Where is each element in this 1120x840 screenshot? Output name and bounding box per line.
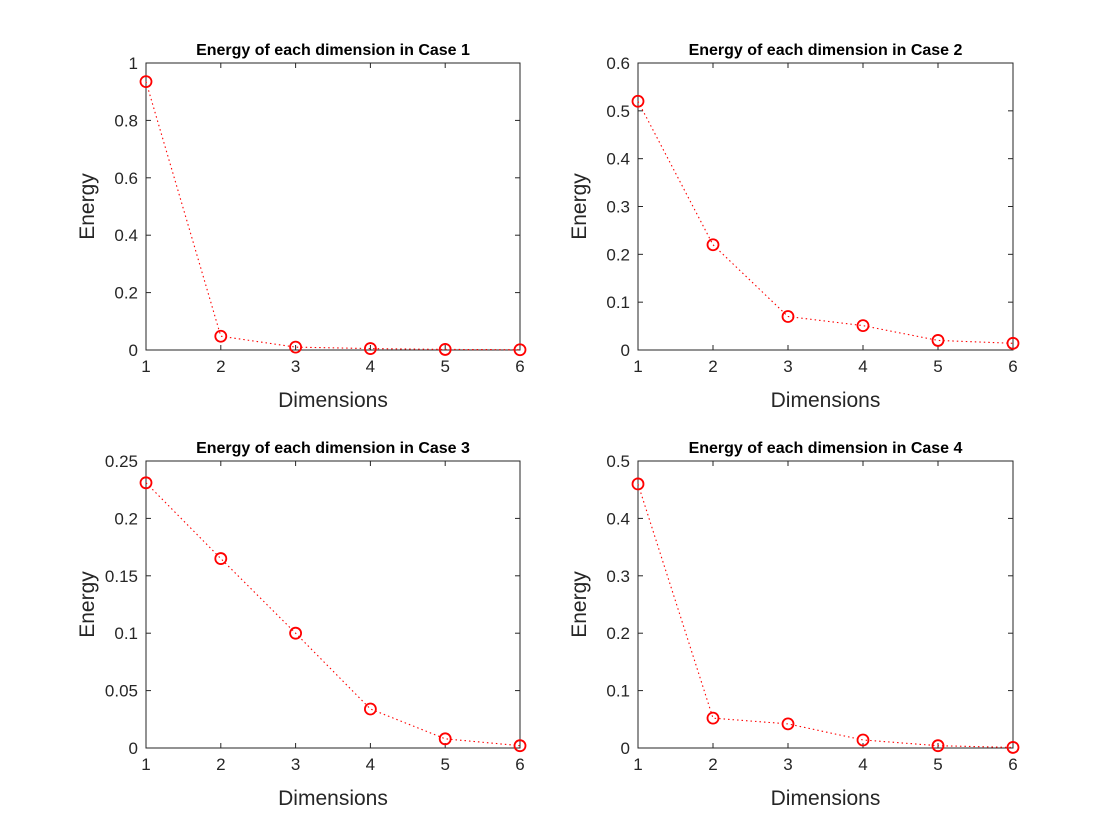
- y-axis-label: Energy: [76, 173, 99, 240]
- x-tick-label: 4: [366, 357, 375, 376]
- y-axis-label: Energy: [568, 173, 591, 240]
- chart-title: Energy of each dimension in Case 3: [196, 440, 470, 457]
- subplot-case-3: 1 2 3 4 5 6 0 0.05 0.1 0.15 0.2 0.25 Energy of each …: [76, 440, 527, 810]
- data-point-marker: [706, 238, 720, 252]
- data-point-marker: [363, 702, 377, 716]
- x-tick-label: 5: [933, 357, 942, 376]
- x-axis-label: Dimensions: [771, 787, 881, 810]
- data-point-marker: [214, 329, 228, 343]
- data-point-marker: [139, 75, 153, 89]
- x-tick-label: 3: [291, 357, 300, 376]
- x-tick-label: 3: [783, 357, 792, 376]
- data-point-marker: [139, 476, 153, 490]
- y-tick-label: 0.15: [105, 567, 138, 586]
- series-line: [145, 482, 521, 747]
- data-point-marker: [1006, 741, 1020, 754]
- data-point-marker: [631, 94, 645, 108]
- data-point-marker: [513, 343, 527, 357]
- data-point-marker: [631, 477, 645, 491]
- x-tick-label: 5: [440, 357, 449, 376]
- series-line: [637, 483, 1014, 748]
- y-tick-label: 0.1: [606, 682, 630, 701]
- x-axis-label: Dimensions: [771, 389, 881, 412]
- x-tick-label: 4: [858, 357, 867, 376]
- y-axis-label: Energy: [76, 571, 99, 638]
- chart-title: Energy of each dimension in Case 4: [689, 440, 963, 457]
- x-tick-label: 3: [291, 755, 300, 774]
- y-tick-label: 0.4: [606, 509, 630, 528]
- y-tick-label: 0.2: [114, 284, 138, 303]
- y-tick-label: 0.3: [606, 198, 630, 217]
- data-point-marker: [931, 739, 945, 753]
- data-point-marker: [856, 319, 870, 333]
- data-point-marker: [289, 340, 303, 354]
- x-tick-label: 2: [216, 755, 225, 774]
- y-tick-label: 0.6: [606, 54, 630, 73]
- y-tick-label: 0.1: [114, 624, 138, 643]
- axes-box: [145, 460, 521, 749]
- x-tick-label: 1: [633, 755, 642, 774]
- x-tick-label: 6: [1008, 755, 1017, 774]
- y-axis-label: Energy: [568, 571, 591, 638]
- axes-box: [637, 460, 1014, 749]
- subplot-case-1: 1 2 3 4 5 6 0 0.2 0.4 0.6 0.8 1 Energy of each dimen…: [76, 42, 527, 412]
- axes-box: [637, 62, 1014, 351]
- data-point-marker: [781, 310, 795, 323]
- series-line: [145, 81, 521, 351]
- data-point-marker: [438, 732, 452, 746]
- y-tick-label: 0.1: [606, 293, 630, 312]
- y-tick-label: 0.3: [606, 567, 630, 586]
- y-tick-label: 0.2: [606, 245, 630, 264]
- series-line: [637, 101, 1014, 344]
- y-tick-label: 0.2: [114, 509, 138, 528]
- x-tick-label: 2: [216, 357, 225, 376]
- data-point-marker: [214, 552, 228, 565]
- y-tick-label: 0.2: [606, 624, 630, 643]
- y-tick-label: 0: [129, 739, 138, 758]
- y-tick-label: 0.5: [606, 452, 630, 471]
- data-point-marker: [781, 717, 795, 731]
- data-point-marker: [513, 739, 527, 753]
- x-tick-label: 1: [633, 357, 642, 376]
- x-tick-label: 2: [708, 357, 717, 376]
- x-tick-label: 5: [440, 755, 449, 774]
- y-tick-label: 0.25: [105, 452, 138, 471]
- y-tick-label: 0.4: [114, 226, 138, 245]
- subplot-case-2: 1 2 3 4 5 6 0 0.1 0.2 0.3 0.4 0.5 0.6 Energy of each …: [568, 42, 1020, 412]
- data-point-marker: [931, 334, 945, 347]
- x-tick-label: 1: [141, 357, 150, 376]
- data-point-marker: [289, 626, 303, 640]
- axes-box: [145, 62, 521, 351]
- x-axis-label: Dimensions: [278, 389, 388, 412]
- subplot-case-4: 1 2 3 4 5 6 0 0.1 0.2 0.3 0.4 0.5 Energy of each dim…: [568, 440, 1020, 810]
- y-tick-label: 0.5: [606, 102, 630, 121]
- y-tick-label: 0.4: [606, 150, 630, 169]
- x-tick-label: 6: [515, 357, 524, 376]
- data-point-marker: [1006, 336, 1020, 350]
- data-point-marker: [363, 342, 377, 355]
- x-tick-label: 3: [783, 755, 792, 774]
- y-tick-label: 0.8: [114, 111, 138, 130]
- x-tick-label: 4: [858, 755, 867, 774]
- data-point-marker: [438, 343, 452, 356]
- y-tick-label: 0: [621, 739, 630, 758]
- x-tick-label: 5: [933, 755, 942, 774]
- y-tick-label: 0: [621, 341, 630, 360]
- chart-title: Energy of each dimension in Case 1: [196, 42, 470, 59]
- x-tick-label: 1: [141, 755, 150, 774]
- y-tick-label: 0.05: [105, 682, 138, 701]
- x-tick-label: 6: [1008, 357, 1017, 376]
- y-tick-label: 0.6: [114, 169, 138, 188]
- x-tick-label: 6: [515, 755, 524, 774]
- data-point-marker: [706, 711, 720, 725]
- y-tick-label: 0: [129, 341, 138, 360]
- x-tick-label: 4: [366, 755, 375, 774]
- chart-title: Energy of each dimension in Case 2: [689, 42, 963, 59]
- y-tick-label: 1: [129, 54, 138, 73]
- x-tick-label: 2: [708, 755, 717, 774]
- data-point-marker: [856, 733, 870, 747]
- x-axis-label: Dimensions: [278, 787, 388, 810]
